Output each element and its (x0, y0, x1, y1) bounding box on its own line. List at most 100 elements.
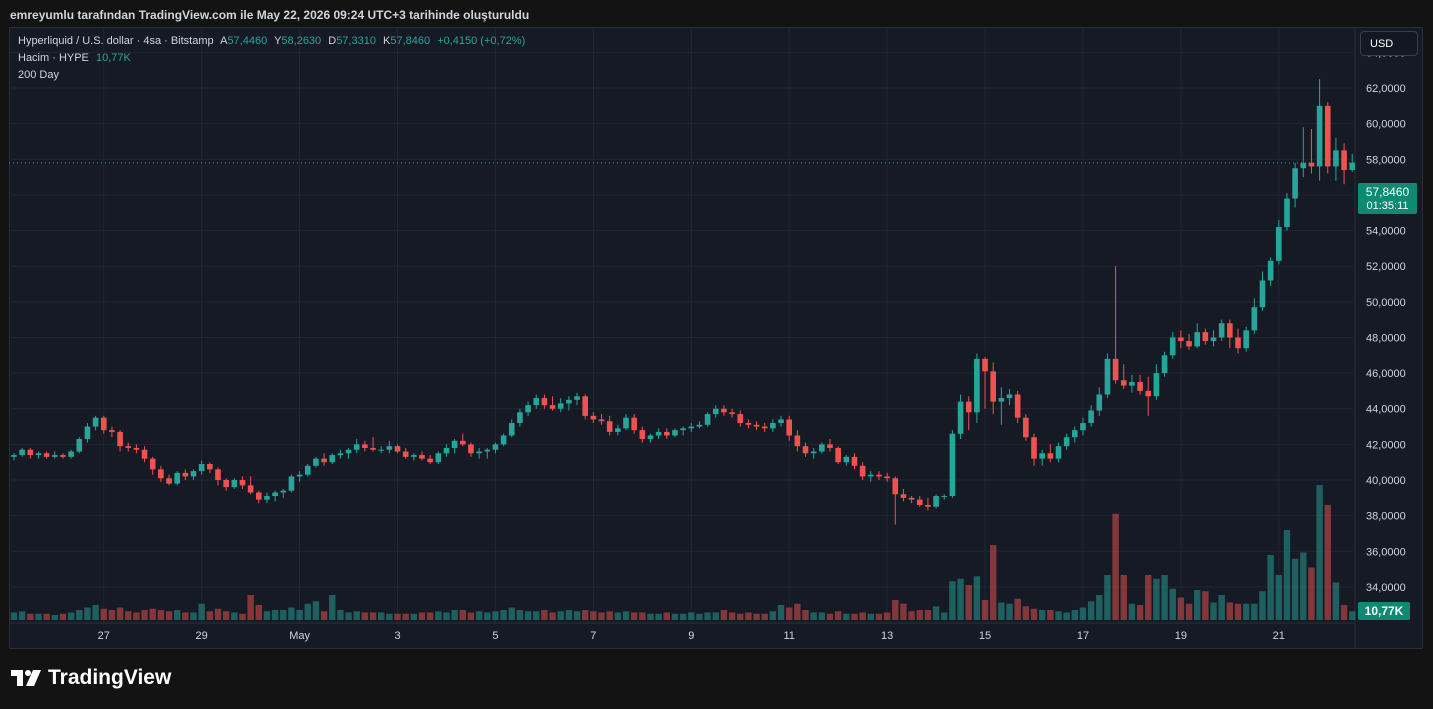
symbol-title[interactable]: Hyperliquid / U.S. dollar · 4sa · Bitsta… (18, 35, 214, 47)
volume-bar (174, 610, 181, 620)
volume-bar (761, 613, 768, 620)
candle-body (819, 444, 825, 452)
volume-bar (1251, 603, 1258, 620)
candle-body (60, 455, 66, 457)
candle-body (43, 453, 50, 457)
candle-body (672, 430, 678, 436)
candle-body (1104, 358, 1111, 395)
candle-body (941, 496, 948, 498)
y-tick-label: 52,0000 (1366, 261, 1406, 273)
volume-bar (630, 612, 638, 620)
candle-body (549, 405, 556, 409)
y-tick-label: 44,0000 (1366, 404, 1406, 416)
volume-bar (924, 610, 932, 620)
x-tick-label: 7 (590, 630, 596, 642)
candle-body (631, 417, 637, 431)
candle-body (606, 421, 613, 432)
candle-body (1251, 307, 1258, 331)
volume-bar (557, 611, 564, 620)
bar-countdown: 01:35:11 (1366, 200, 1409, 212)
candle-body (876, 474, 882, 477)
candle-body (394, 446, 401, 452)
volume-bar (704, 612, 711, 620)
volume-bar (655, 613, 662, 620)
tradingview-logo[interactable]: TradingView (11, 666, 171, 690)
candle-body (1072, 430, 1078, 438)
volume-bar (410, 613, 418, 620)
volume-bar (10, 612, 18, 620)
candle-body (1088, 410, 1094, 423)
x-tick-label: 3 (394, 630, 400, 642)
close-label: K (383, 35, 391, 47)
volume-bar (1055, 611, 1062, 620)
candle-body (868, 474, 874, 477)
candle-body (1014, 394, 1021, 418)
volume-bar (214, 608, 222, 620)
candle-body (1210, 337, 1217, 342)
volume-bar (492, 611, 499, 620)
candle-body (166, 478, 172, 484)
candle-body (27, 449, 34, 456)
volume-bar (1120, 575, 1127, 620)
volume-legend[interactable]: Hacim · HYPE 10,77K (18, 52, 135, 64)
volume-bar (883, 612, 891, 620)
ma-label: 200 Day (18, 69, 59, 81)
symbol-legend[interactable]: Hyperliquid / U.S. dollar · 4sa · Bitsta… (18, 35, 529, 47)
volume-bar (516, 610, 524, 620)
volume-bar (818, 612, 826, 620)
volume-bar (696, 613, 703, 620)
currency-button[interactable]: USD (1360, 31, 1418, 56)
price-chart[interactable]: 34,0000 36,0000 38,0000 40,0000 42,0000 44,00… (9, 27, 1423, 649)
volume-bar (941, 612, 948, 620)
volume-bar (500, 610, 507, 620)
chart-pane[interactable] (9, 27, 1423, 649)
volume-bar (998, 602, 1005, 620)
candle-body (264, 496, 270, 500)
volume-bar (1096, 595, 1103, 620)
volume-bar (76, 610, 83, 620)
ma-legend[interactable]: 200 Day (18, 69, 63, 81)
candle-body (990, 371, 996, 402)
volume-bar (859, 612, 866, 620)
volume-bar (59, 613, 67, 620)
volume-bar (435, 611, 442, 620)
volume-bar (1185, 603, 1193, 620)
y-tick-label: 62,0000 (1366, 83, 1406, 95)
candle-body (835, 447, 841, 463)
candle-body (1284, 198, 1290, 227)
candle-body (1031, 437, 1037, 459)
volume-bar (467, 612, 475, 620)
candle-body (68, 451, 74, 457)
volume-bar (737, 613, 744, 620)
volume-bar (27, 613, 34, 620)
volume-value: 10,77K (95, 52, 131, 64)
candle-body (345, 449, 352, 454)
chart-caption: emreyumlu tarafından TradingView.com ile… (10, 8, 530, 22)
candle-body (52, 455, 58, 457)
candle-body (1153, 373, 1160, 397)
candle-body (827, 444, 833, 448)
volume-bar (108, 610, 116, 620)
volume-bar (875, 613, 883, 620)
volume-bar (288, 607, 295, 620)
volume-bar (182, 612, 189, 620)
candle-body (35, 453, 42, 456)
candle-body (1292, 168, 1298, 199)
candle-body (321, 458, 327, 463)
candle-body (533, 398, 540, 406)
volume-bar (353, 611, 360, 620)
volume-bar (239, 613, 246, 620)
y-tick-label: 34,0000 (1366, 582, 1406, 594)
volume-bar (280, 610, 287, 620)
volume-bar (345, 612, 352, 620)
volume-bar (1014, 598, 1021, 620)
candle-body (1080, 423, 1086, 431)
volume-bar (451, 610, 458, 620)
candle-body (1300, 162, 1307, 169)
tradingview-logo-icon (11, 670, 41, 686)
candles (11, 79, 1356, 525)
x-tick-label: 19 (1175, 630, 1187, 642)
volume-bar (1300, 552, 1307, 620)
volume-bar (720, 610, 728, 620)
time-axis: 27 29 May 3 5 7 9 11 13 15 17 19 21 (98, 630, 1285, 642)
